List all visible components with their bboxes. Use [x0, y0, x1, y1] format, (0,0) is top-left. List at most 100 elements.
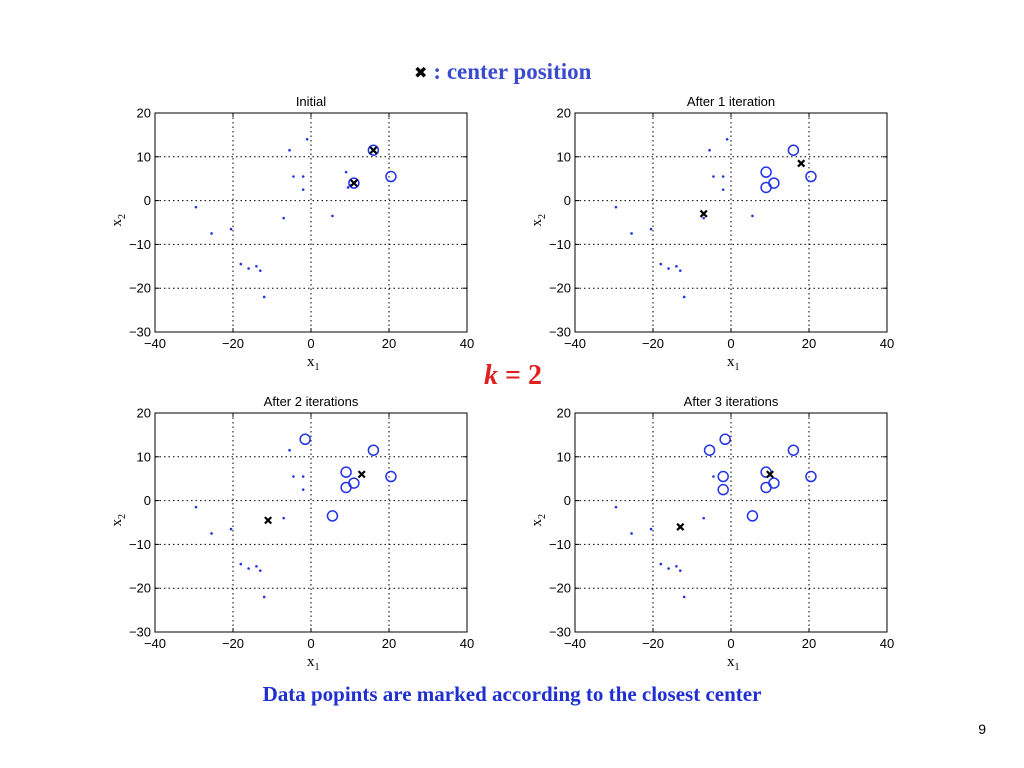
cluster-point [805, 470, 817, 483]
x-tick-label: 20 [802, 636, 816, 651]
chart-title: Initial [296, 94, 326, 109]
data-point [292, 175, 295, 178]
x-tick-label: −40 [144, 336, 166, 351]
data-point [194, 505, 198, 509]
y-tick-label: −10 [129, 237, 151, 252]
data-point [675, 265, 678, 268]
x-axis-label: x1 [727, 654, 740, 673]
y-tick-label: 10 [137, 149, 151, 164]
center-marker [369, 146, 378, 155]
legend-text: : center position [433, 59, 592, 84]
data-point [712, 175, 715, 178]
data-point [675, 565, 678, 568]
center-marker-icon: ✖ [414, 62, 428, 82]
x-tick-label: 40 [880, 336, 894, 351]
cluster-point [367, 444, 380, 456]
cluster-point [385, 470, 397, 483]
k-value: = 2 [498, 360, 542, 391]
y-tick-label: −10 [129, 537, 151, 552]
center-marker [357, 470, 366, 479]
data-point [239, 562, 243, 566]
x-tick-label: −40 [144, 636, 166, 651]
y-tick-label: −30 [549, 325, 571, 340]
center-marker [349, 179, 358, 188]
data-point [725, 137, 729, 141]
y-tick-label: 0 [144, 493, 151, 508]
cluster-point [746, 510, 759, 522]
data-point [682, 595, 686, 599]
data-point [210, 532, 213, 535]
data-point [262, 595, 266, 599]
x-tick-label: 20 [802, 336, 816, 351]
data-point [721, 175, 725, 178]
x-tick-label: 40 [460, 636, 474, 651]
cluster-point [348, 477, 360, 489]
data-point [194, 205, 198, 209]
cluster-point [805, 170, 817, 183]
data-point [305, 137, 309, 141]
data-point [712, 475, 715, 478]
y-axis-label: x2 [529, 514, 548, 527]
x-tick-label: 0 [307, 336, 314, 351]
x-tick-label: 20 [382, 336, 396, 351]
scatter-panel-initial: −40 −20 0 20 40 −30 −20 −10 0 10 20 Initial x1 x2 [109, 94, 474, 373]
x-tick-label: −40 [564, 636, 586, 651]
y-tick-label: 20 [557, 406, 571, 421]
center-marker [797, 159, 806, 168]
data-point [282, 516, 285, 520]
cluster-point [326, 510, 339, 522]
data-point [614, 205, 618, 209]
data-point [667, 567, 670, 570]
y-axis-label: x2 [109, 514, 128, 527]
center-marker [766, 470, 774, 479]
x-tick-label: −20 [222, 336, 244, 351]
x-tick-label: 40 [880, 636, 894, 651]
data-point [210, 232, 213, 235]
cluster-point [348, 177, 360, 189]
data-point [301, 188, 305, 191]
cluster-point [787, 444, 800, 456]
chart-title: After 1 iteration [687, 94, 775, 109]
x-tick-label: −40 [564, 336, 586, 351]
data-point [255, 565, 258, 568]
y-tick-label: −30 [129, 625, 151, 640]
y-tick-label: −10 [549, 537, 571, 552]
legend-header: ✖ : center position [414, 56, 591, 88]
cluster-point [760, 166, 772, 178]
scatter-panel-iteration-1: −40 −20 0 20 40 −30 −20 −10 0 10 20 After 1 iterati… [529, 94, 894, 373]
center-marker-stroke [699, 209, 708, 218]
data-point [649, 527, 653, 531]
data-point [239, 262, 243, 266]
x-axis-label: x1 [307, 654, 320, 673]
data-point [259, 269, 262, 272]
y-tick-label: −20 [549, 281, 571, 296]
footer-caption: Data popints are marked according to the… [262, 682, 762, 706]
center-marker-stroke [349, 179, 358, 188]
data-point [702, 216, 705, 220]
data-point [659, 562, 663, 566]
y-tick-label: −10 [549, 237, 571, 252]
data-point [259, 569, 262, 572]
cluster-point [703, 444, 716, 456]
chart-title: After 2 iterations [264, 394, 359, 409]
y-tick-label: 10 [137, 449, 151, 464]
data-point [229, 227, 233, 231]
x-tick-label: 20 [382, 636, 396, 651]
x-axis-label: x1 [307, 354, 320, 373]
y-tick-label: 0 [144, 193, 151, 208]
y-tick-label: −30 [129, 325, 151, 340]
cluster-point [787, 144, 800, 156]
cluster-point [768, 177, 780, 189]
x-tick-label: 40 [460, 336, 474, 351]
data-point [262, 295, 266, 299]
data-point [702, 516, 705, 520]
center-marker-stroke [357, 470, 366, 479]
data-point [614, 505, 618, 509]
data-point [346, 186, 350, 189]
x-tick-label: −20 [642, 636, 664, 651]
x-tick-label: −20 [222, 636, 244, 651]
data-point [667, 267, 670, 270]
cluster-point [717, 470, 729, 483]
data-point [288, 148, 291, 152]
cluster-point [385, 170, 397, 183]
